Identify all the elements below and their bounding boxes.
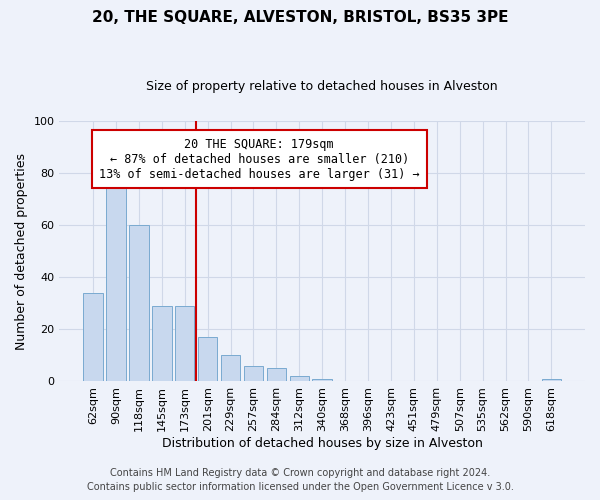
Bar <box>313 379 332 382</box>
Bar <box>83 293 103 382</box>
Y-axis label: Number of detached properties: Number of detached properties <box>15 152 28 350</box>
Bar <box>542 379 561 382</box>
Bar <box>106 162 126 382</box>
Bar <box>129 225 149 382</box>
Text: 20 THE SQUARE: 179sqm
← 87% of detached houses are smaller (210)
13% of semi-det: 20 THE SQUARE: 179sqm ← 87% of detached … <box>99 138 419 180</box>
Bar <box>266 368 286 382</box>
Bar <box>175 306 194 382</box>
X-axis label: Distribution of detached houses by size in Alveston: Distribution of detached houses by size … <box>162 437 482 450</box>
Text: 20, THE SQUARE, ALVESTON, BRISTOL, BS35 3PE: 20, THE SQUARE, ALVESTON, BRISTOL, BS35 … <box>92 10 508 25</box>
Bar <box>221 356 240 382</box>
Text: Contains HM Land Registry data © Crown copyright and database right 2024.
Contai: Contains HM Land Registry data © Crown c… <box>86 468 514 492</box>
Title: Size of property relative to detached houses in Alveston: Size of property relative to detached ho… <box>146 80 498 93</box>
Bar <box>198 337 217 382</box>
Bar <box>152 306 172 382</box>
Bar <box>244 366 263 382</box>
Bar <box>290 376 309 382</box>
